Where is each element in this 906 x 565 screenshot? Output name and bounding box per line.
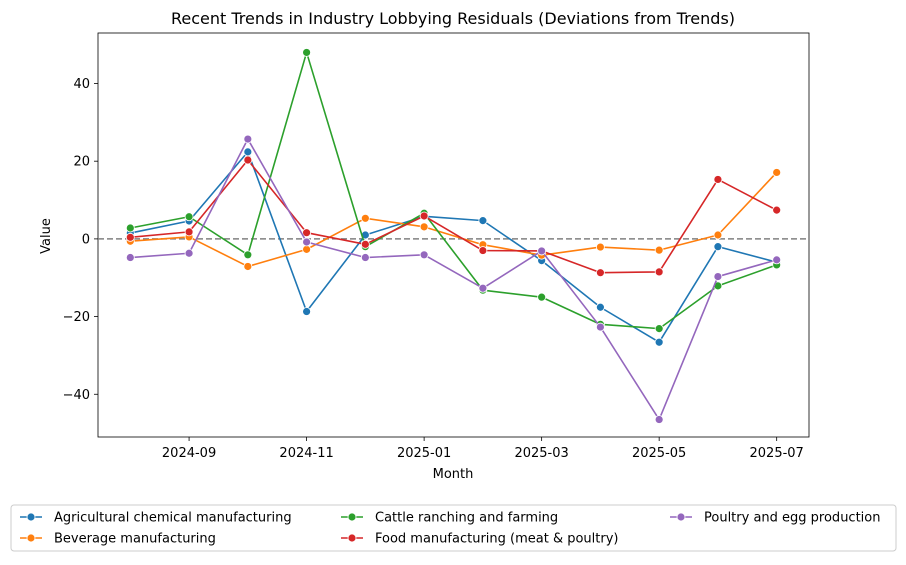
data-point	[302, 237, 311, 247]
legend-marker	[26, 533, 36, 543]
series-line	[130, 151, 777, 344]
data-point	[302, 307, 311, 316]
series-3	[125, 48, 782, 334]
data-point	[772, 205, 782, 215]
data-point	[302, 244, 311, 254]
x-axis-label: Month	[433, 467, 474, 482]
y-tick-label: −40	[63, 388, 90, 403]
series-line	[130, 159, 778, 274]
data-point	[243, 155, 253, 165]
series-line	[130, 171, 778, 268]
data-point	[478, 216, 488, 226]
data-point	[537, 246, 547, 256]
data-point	[184, 227, 194, 237]
data-point	[596, 302, 605, 312]
legend-label: Cattle ranching and farming	[375, 511, 558, 526]
data-point	[125, 223, 135, 233]
data-point	[302, 48, 311, 57]
data-point	[360, 253, 370, 262]
legend-label: Poultry and egg production	[704, 511, 880, 526]
legend-marker	[26, 512, 36, 522]
series-2	[125, 168, 782, 271]
legend-label: Agricultural chemical manufacturing	[54, 511, 292, 526]
data-point	[419, 211, 429, 221]
data-point	[654, 415, 664, 424]
data-point	[654, 337, 664, 347]
series-4	[125, 155, 782, 278]
legend-marker	[347, 533, 357, 543]
data-point	[713, 272, 723, 281]
data-point	[478, 246, 488, 255]
data-point	[419, 250, 429, 260]
data-point	[713, 230, 723, 240]
data-point	[713, 175, 723, 184]
data-point	[596, 268, 605, 278]
data-point	[243, 262, 253, 271]
data-point	[125, 253, 135, 262]
x-tick-label: 2025-05	[632, 446, 686, 461]
data-point	[713, 242, 723, 252]
legend-label: Beverage manufacturing	[54, 532, 216, 547]
series-line	[130, 138, 777, 421]
data-point	[596, 242, 605, 252]
series-5	[125, 134, 782, 424]
series-1	[125, 147, 782, 347]
data-point	[772, 255, 782, 265]
data-point	[243, 250, 253, 260]
data-point	[125, 232, 135, 242]
data-point	[419, 222, 429, 232]
y-tick-label: 40	[73, 77, 90, 92]
data-point	[478, 283, 488, 293]
data-point	[772, 168, 782, 177]
chart-title: Recent Trends in Industry Lobbying Resid…	[171, 9, 735, 28]
data-point	[596, 322, 605, 332]
legend-label: Food manufacturing (meat & poultry)	[375, 532, 618, 547]
y-axis-label: Value	[39, 218, 54, 254]
x-tick-label: 2025-07	[750, 446, 804, 461]
legend-marker	[347, 512, 357, 522]
data-point	[654, 267, 664, 277]
data-point	[360, 239, 370, 249]
data-point	[184, 212, 194, 222]
y-tick-label: −20	[63, 310, 90, 325]
data-point	[302, 228, 311, 238]
data-point	[360, 213, 370, 223]
x-tick-label: 2024-09	[162, 446, 216, 461]
y-tick-label: 20	[73, 155, 90, 170]
x-tick-label: 2025-01	[397, 446, 451, 461]
data-point	[537, 292, 547, 302]
x-tick-label: 2025-03	[514, 446, 568, 461]
data-point	[654, 245, 664, 255]
legend-marker	[676, 512, 686, 522]
series-line	[130, 51, 777, 330]
plot-frame	[97, 32, 810, 438]
y-tick-label: 0	[82, 232, 90, 247]
data-point	[184, 248, 194, 258]
x-tick-label: 2024-11	[279, 446, 333, 461]
data-point	[243, 147, 253, 157]
data-point	[243, 134, 253, 144]
data-point	[654, 324, 664, 334]
